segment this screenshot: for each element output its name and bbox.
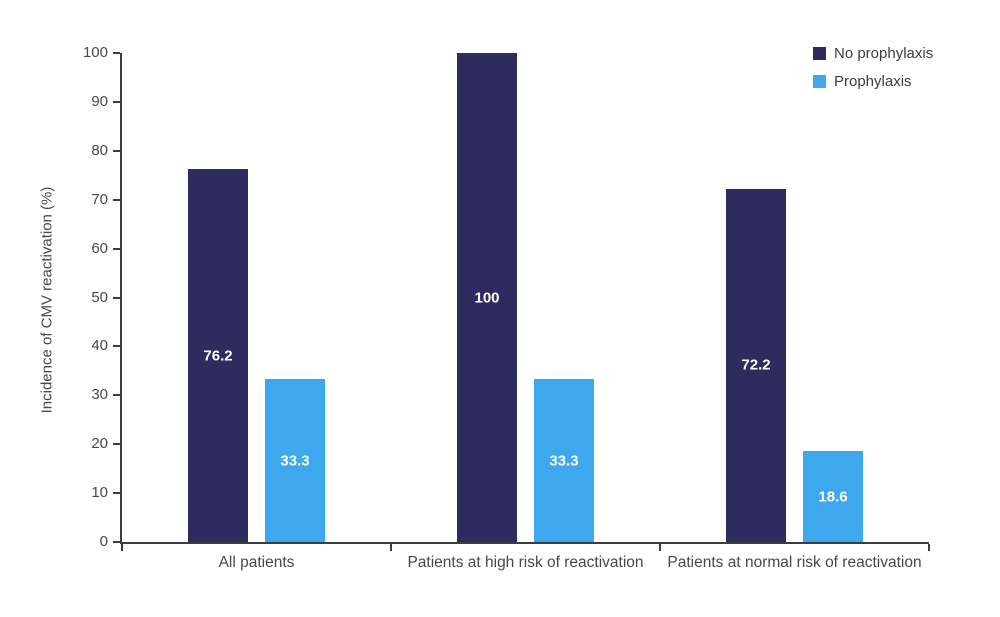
y-tick <box>113 443 120 446</box>
bar-value-label: 72.2 <box>741 356 771 374</box>
x-tick <box>659 544 661 551</box>
legend-swatch <box>813 46 826 60</box>
bar: 76.2 <box>188 169 248 542</box>
y-tick <box>113 100 120 103</box>
legend-row: Prophylaxis <box>813 72 933 90</box>
bar: 100 <box>457 53 517 542</box>
y-tick-label: 0 <box>99 533 108 550</box>
y-tick-label: 50 <box>91 288 108 306</box>
x-tick <box>928 544 930 551</box>
y-tick <box>113 394 120 397</box>
y-tick-label: 60 <box>91 239 108 257</box>
legend-row: No prophylaxis <box>813 44 933 62</box>
bar: 18.6 <box>803 451 863 542</box>
y-tick <box>113 247 120 250</box>
y-tick-label: 30 <box>91 386 108 404</box>
bar-value-label: 33.3 <box>549 452 579 470</box>
y-tick <box>113 149 120 152</box>
bar-value-label: 33.3 <box>280 452 310 470</box>
y-tick-label: 20 <box>91 435 108 453</box>
y-tick <box>113 541 120 543</box>
y-tick-label: 70 <box>91 190 108 208</box>
bar-value-label: 100 <box>474 289 500 306</box>
y-tick <box>113 296 120 299</box>
bar: 33.3 <box>534 379 594 542</box>
x-category-label: Patients at high risk of reactivation <box>407 554 644 571</box>
y-tick-label: 10 <box>91 484 108 502</box>
x-tick <box>390 544 392 551</box>
plot-area: 0 10 20 30 40 50 60 70 80 90 100 76.2 33.3 All patien… <box>83 44 930 571</box>
y-tick-label: 100 <box>82 44 108 61</box>
x-tick <box>121 544 123 551</box>
y-tick-label: 90 <box>91 92 108 110</box>
x-category-label: All patients <box>218 554 295 571</box>
bar: 33.3 <box>265 379 325 542</box>
bar-value-label: 76.2 <box>203 347 233 365</box>
y-tick <box>113 52 120 54</box>
y-tick-label: 40 <box>91 337 108 355</box>
y-tick <box>113 198 120 201</box>
x-category-label: Patients at normal risk of reactivation <box>667 554 922 571</box>
legend: No prophylaxis Prophylaxis <box>813 44 933 100</box>
legend-label: Prophylaxis <box>834 72 912 90</box>
y-tick-label: 80 <box>91 141 108 159</box>
legend-swatch <box>813 74 826 88</box>
bar: 72.2 <box>726 188 786 542</box>
y-tick <box>113 345 120 348</box>
y-tick <box>113 492 120 495</box>
legend-label: No prophylaxis <box>834 44 934 62</box>
bar-value-label: 18.6 <box>818 488 848 506</box>
y-axis-title: Incidence of CMV reactivation (%) <box>38 186 56 414</box>
